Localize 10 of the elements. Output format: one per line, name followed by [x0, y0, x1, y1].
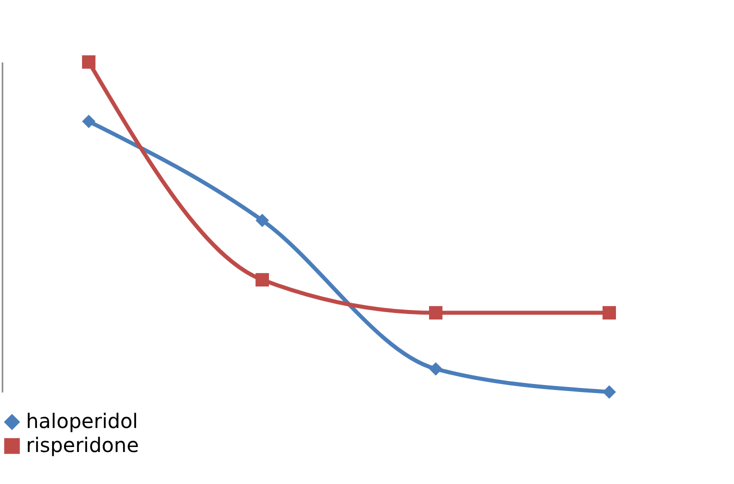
point [256, 273, 269, 287]
point [82, 114, 96, 128]
point [256, 214, 269, 228]
point [429, 306, 442, 320]
point [602, 385, 616, 399]
legend-label: risperidone [26, 433, 139, 457]
point [429, 362, 442, 376]
point [82, 55, 96, 69]
legend-label: haloperidol [26, 409, 138, 433]
point [602, 306, 616, 320]
